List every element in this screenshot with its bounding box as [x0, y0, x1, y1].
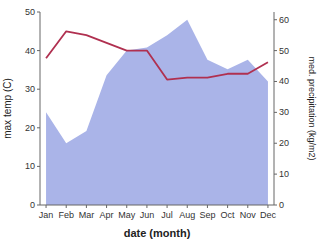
chart: JanFebMarAprMayJunJulAugSepOctNovDec0102…	[0, 0, 318, 247]
y-tick-label: 40	[25, 46, 35, 56]
y2-tick	[274, 112, 277, 113]
x-tick-label: Apr	[100, 210, 114, 220]
x-tick	[227, 205, 228, 208]
y2-tick	[274, 19, 277, 20]
y2-tick	[274, 81, 277, 82]
x-tick	[86, 205, 87, 208]
y2-tick-label: 50	[279, 46, 289, 56]
y-tick	[37, 12, 40, 13]
y-tick-label: 30	[25, 84, 35, 94]
y2-axis-line	[274, 12, 275, 205]
y-tick	[37, 89, 40, 90]
y-axis-line	[40, 12, 41, 205]
x-axis-line	[40, 205, 274, 206]
x-tick	[106, 205, 107, 208]
x-tick-label: May	[118, 210, 136, 220]
y-tick	[37, 166, 40, 167]
x-tick-label: Aug	[179, 210, 195, 220]
y2-tick	[274, 205, 277, 206]
x-tick-label: Nov	[240, 210, 257, 220]
y-tick-label: 50	[25, 7, 35, 17]
x-tick-label: Jan	[39, 210, 54, 220]
x-tick-label: Oct	[221, 210, 236, 220]
x-tick	[207, 205, 208, 208]
x-axis-label: date (month)	[124, 227, 191, 239]
y2-axis-label: med. precipitation (kg/m2)	[307, 56, 317, 160]
y-axis-label: max temp (C)	[2, 78, 13, 139]
y2-tick	[274, 143, 277, 144]
x-tick	[167, 205, 168, 208]
x-tick-label: Feb	[58, 210, 74, 220]
y-tick-label: 0	[30, 200, 35, 210]
y2-tick	[274, 50, 277, 51]
y-tick-label: 10	[25, 161, 35, 171]
plot-area	[46, 20, 268, 205]
x-tick-label: Sep	[199, 210, 215, 220]
y2-tick-label: 0	[279, 200, 284, 210]
x-tick-label: Mar	[79, 210, 95, 220]
line	[46, 31, 268, 79]
y-tick	[37, 127, 40, 128]
area	[46, 20, 268, 205]
y-tick	[37, 205, 40, 206]
y2-tick-label: 30	[279, 107, 289, 117]
y2-tick-label: 10	[279, 169, 289, 179]
x-tick-label: Jun	[140, 210, 155, 220]
y2-tick-label: 20	[279, 138, 289, 148]
y2-tick-label: 60	[279, 15, 289, 25]
x-tick	[66, 205, 67, 208]
y-tick	[37, 50, 40, 51]
x-tick	[247, 205, 248, 208]
x-tick	[46, 205, 47, 208]
x-tick-label: Dec	[260, 210, 277, 220]
y2-tick	[274, 174, 277, 175]
x-tick	[187, 205, 188, 208]
y-tick-label: 20	[25, 123, 35, 133]
y2-tick-label: 40	[279, 76, 289, 86]
x-tick	[126, 205, 127, 208]
x-tick	[267, 205, 268, 208]
x-tick	[146, 205, 147, 208]
x-tick-label: Jul	[161, 210, 173, 220]
